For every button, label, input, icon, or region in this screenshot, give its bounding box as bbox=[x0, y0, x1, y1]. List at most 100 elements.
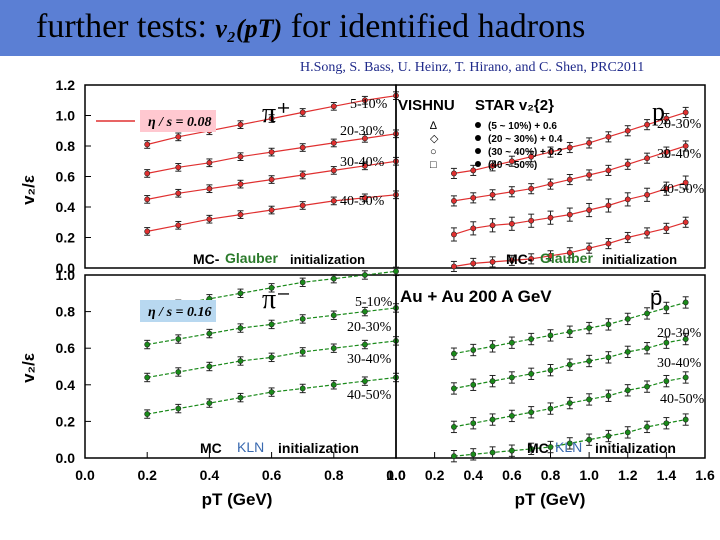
data-point-20-30% bbox=[586, 140, 593, 146]
y-tick-label: 0.2 bbox=[56, 230, 76, 246]
data-point-20-30% bbox=[361, 308, 368, 315]
data-point-40-50% bbox=[547, 405, 554, 412]
data-point-40-50% bbox=[268, 389, 275, 396]
star-legend-entry: (30 ~ 40%) + 0.2 bbox=[488, 147, 563, 158]
x-axis-label-right: pT (GeV) bbox=[515, 490, 586, 509]
data-point-30-40% bbox=[206, 363, 213, 370]
data-point-30-40% bbox=[586, 358, 593, 364]
data-point-20-30% bbox=[508, 339, 515, 346]
data-point-40-50% bbox=[586, 396, 593, 403]
init-label-top-right-suffix: initialization bbox=[602, 252, 677, 267]
data-point-20-30% bbox=[547, 149, 554, 155]
particle-label-proton: p bbox=[652, 97, 665, 126]
centrality-label-bottom-left: 20-30% bbox=[347, 320, 392, 335]
data-point-20-30% bbox=[175, 336, 182, 342]
star-legend-side-marker: ◇ bbox=[430, 133, 439, 145]
data-point-20-30% bbox=[451, 170, 457, 177]
data-point-30-40% bbox=[299, 172, 306, 178]
data-point-20-30% bbox=[470, 347, 477, 353]
data-point-40-50% bbox=[663, 185, 670, 192]
centrality-label-bottom-left: 5-10% bbox=[355, 295, 393, 310]
star-legend-side-marker: ○ bbox=[430, 146, 437, 158]
data-point-30-40% bbox=[547, 367, 554, 374]
data-point-20-30% bbox=[644, 310, 650, 317]
panel-frame-top-left bbox=[84, 84, 397, 269]
x-tick-label: 1.2 bbox=[618, 467, 638, 483]
data-point-40-50% bbox=[566, 400, 573, 406]
data-point-30-40% bbox=[470, 194, 477, 201]
centrality-label-top-right: 30-40% bbox=[657, 147, 702, 162]
data-point-40-50% bbox=[470, 225, 477, 232]
y-tick-label: 0.4 bbox=[56, 377, 76, 393]
data-point-20-30% bbox=[299, 316, 306, 322]
data-point-30-40% bbox=[268, 354, 275, 361]
data-point-40-50% bbox=[644, 191, 650, 198]
x-tick-label: 1.0 bbox=[386, 467, 406, 483]
particle-label-antiproton: p̄ bbox=[650, 285, 662, 310]
data-point-40-50% bbox=[175, 405, 182, 412]
x-tick-label: 1.0 bbox=[579, 467, 599, 483]
star-legend-marker bbox=[475, 135, 481, 141]
star-label: STAR v₂{2} bbox=[475, 97, 554, 114]
y-tick-label: 0.0 bbox=[56, 450, 76, 466]
x-axis-label-left: pT (GeV) bbox=[202, 490, 273, 509]
y-tick-label: 1.0 bbox=[56, 108, 76, 124]
init-label-bottom-right-accent: KLN bbox=[555, 439, 582, 455]
star-legend-marker bbox=[475, 148, 481, 154]
data-point-5-10% bbox=[361, 272, 368, 278]
init-label-bottom-left-accent: KLN bbox=[237, 439, 264, 455]
init-label-top-left-accent: Glauber bbox=[225, 250, 278, 266]
init-label-bottom-left-suffix: initialization bbox=[278, 440, 359, 456]
data-point-20-30% bbox=[175, 164, 182, 171]
data-point-5-10% bbox=[237, 121, 244, 128]
centrality-label-top-left: 40-50% bbox=[340, 194, 385, 209]
data-point-40-50% bbox=[470, 420, 477, 427]
data-point-20-30% bbox=[682, 299, 689, 306]
data-point-5-10% bbox=[175, 133, 182, 140]
data-point-40-50% bbox=[528, 409, 535, 416]
centrality-label-top-left: 20-30% bbox=[340, 124, 385, 139]
data-point-5-10% bbox=[566, 249, 573, 256]
star-legend-side-marker: □ bbox=[430, 159, 437, 171]
data-point-5-10% bbox=[451, 453, 457, 460]
x-tick-label: 1.4 bbox=[657, 467, 677, 483]
data-point-5-10% bbox=[470, 260, 477, 267]
data-point-5-10% bbox=[547, 444, 554, 450]
data-point-40-50% bbox=[682, 374, 689, 381]
data-point-5-10% bbox=[508, 447, 515, 454]
data-point-20-30% bbox=[663, 115, 670, 122]
y-axis-label-bottom: v₂/ε bbox=[19, 353, 38, 383]
star-legend-marker bbox=[475, 122, 481, 128]
data-point-40-50% bbox=[586, 207, 593, 213]
data-point-40-50% bbox=[682, 179, 689, 186]
data-point-40-50% bbox=[206, 400, 213, 406]
data-point-20-30% bbox=[268, 149, 275, 155]
data-point-5-10% bbox=[489, 258, 496, 265]
init-label-bottom-right-suffix: initialization bbox=[595, 440, 676, 456]
data-point-20-30% bbox=[144, 341, 151, 348]
data-point-5-10% bbox=[663, 225, 670, 232]
data-point-30-40% bbox=[489, 191, 496, 198]
centrality-label-bottom-left: 40-50% bbox=[347, 388, 392, 403]
data-point-20-30% bbox=[566, 144, 573, 151]
data-point-40-50% bbox=[330, 197, 337, 204]
data-point-20-30% bbox=[268, 321, 275, 328]
data-point-5-10% bbox=[508, 257, 515, 264]
data-point-20-30% bbox=[566, 328, 573, 335]
data-point-40-50% bbox=[528, 217, 535, 224]
data-point-5-10% bbox=[268, 115, 275, 122]
y-tick-label: 0.4 bbox=[56, 199, 76, 215]
data-point-5-10% bbox=[605, 433, 612, 439]
data-point-40-50% bbox=[663, 378, 670, 385]
data-point-5-10% bbox=[682, 416, 689, 423]
data-point-40-50% bbox=[508, 220, 515, 227]
data-point-5-10% bbox=[586, 436, 593, 443]
eta-label-top: η / s = 0.08 bbox=[148, 115, 212, 130]
data-point-40-50% bbox=[175, 222, 182, 229]
data-point-5-10% bbox=[361, 97, 368, 104]
data-point-20-30% bbox=[624, 316, 631, 322]
x-tick-label: 0.2 bbox=[137, 467, 157, 483]
data-point-30-40% bbox=[624, 161, 631, 168]
data-point-30-40% bbox=[682, 336, 689, 342]
init-label-top-left-prefix: MC- bbox=[193, 251, 220, 267]
